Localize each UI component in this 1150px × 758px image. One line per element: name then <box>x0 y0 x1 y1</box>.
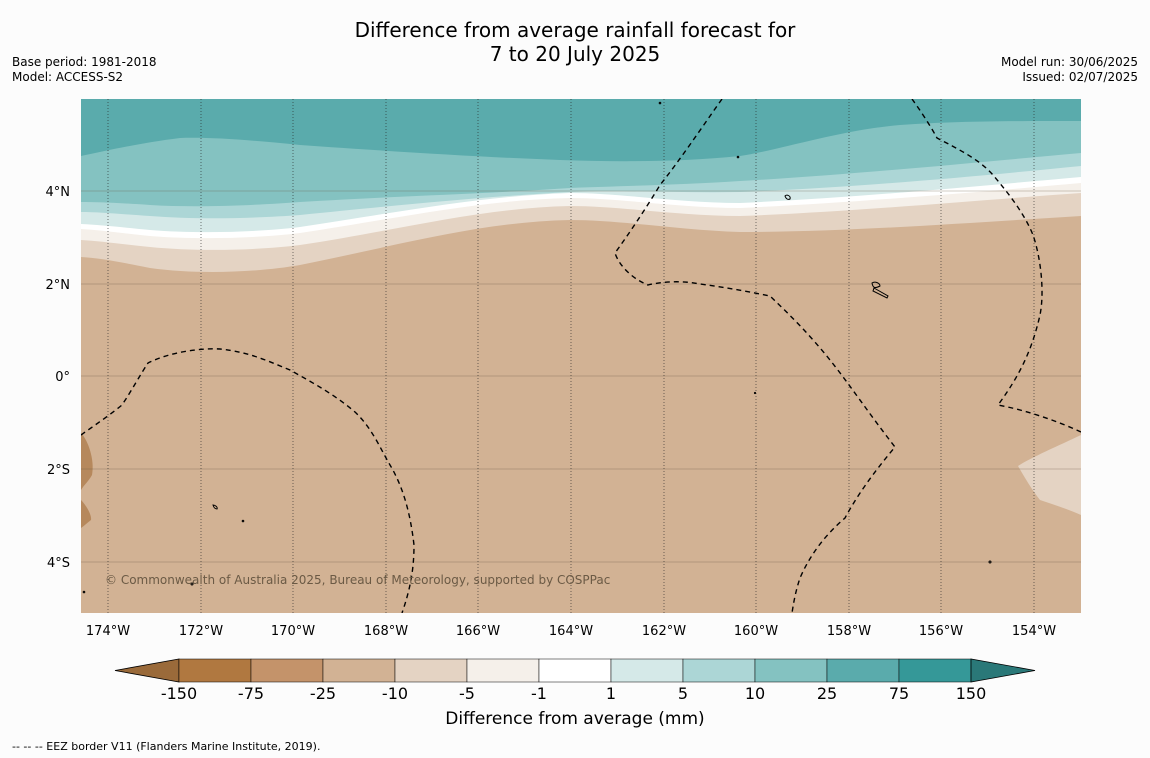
patch-west-1 <box>81 433 93 490</box>
model-run: Model run: 30/06/2025 <box>1000 55 1138 69</box>
model-name: Model: ACCESS-S2 <box>12 70 124 84</box>
patch-west-2 <box>81 500 92 528</box>
lat-label: 4°N <box>46 185 71 200</box>
lon-label: 172°W <box>179 624 223 639</box>
colorbar-tick: -25 <box>310 684 336 703</box>
meta-left: Base period: 1981-2018 Model: ACCESS-S2 <box>12 55 157 85</box>
lat-gridlines <box>81 190 1081 563</box>
colorbar-tick: 5 <box>678 684 688 703</box>
lat-label: 2°S <box>47 463 70 478</box>
colorbar-tick: 10 <box>745 684 765 703</box>
lat-labels: 4°N 2°N 0° 2°S 4°S <box>46 185 71 571</box>
band-plus25 <box>81 99 1081 162</box>
rainfall-map: © Commonwealth of Australia 2025, Bureau… <box>81 99 1081 613</box>
eez-borders <box>81 99 1081 613</box>
lon-label: 174°W <box>86 624 130 639</box>
colorbar-segment <box>826 658 900 683</box>
colorbar-segment <box>754 658 828 683</box>
lon-label: 162°W <box>642 624 686 639</box>
colorbar-segment <box>394 658 468 683</box>
colorbar-tick: -75 <box>238 684 264 703</box>
colorbar-extend-high <box>970 658 1036 683</box>
lat-label: 4°S <box>47 556 70 571</box>
colorbar-segment <box>322 658 396 683</box>
lat-label: 0° <box>55 370 70 385</box>
colorbar-extend-low <box>114 658 180 683</box>
colorbar-tick: -5 <box>459 684 475 703</box>
map-title: Difference from average rainfall forecas… <box>0 18 1150 66</box>
meta-right: Model run: 30/06/2025 Issued: 02/07/2025 <box>1001 55 1138 85</box>
lon-label: 156°W <box>919 624 963 639</box>
title-line-2: 7 to 20 July 2025 <box>489 42 661 66</box>
lon-label: 168°W <box>364 624 408 639</box>
colorbar-tick: 25 <box>817 684 837 703</box>
lon-label: 160°W <box>734 624 778 639</box>
colorbar-segment <box>898 658 972 683</box>
colorbar <box>114 658 1036 683</box>
colorbar-segment <box>466 658 540 683</box>
colorbar-segment <box>682 658 756 683</box>
lon-label: 170°W <box>271 624 315 639</box>
lon-label: 154°W <box>1012 624 1056 639</box>
colorbar-label: Difference from average (mm) <box>445 709 705 729</box>
colorbar-segment <box>610 658 684 683</box>
lon-label: 166°W <box>456 624 500 639</box>
eez-footnote: -- -- -- EEZ border V11 (Flanders Marine… <box>12 740 321 753</box>
colorbar-tick: 1 <box>606 684 616 703</box>
title-line-1: Difference from average rainfall forecas… <box>354 18 796 42</box>
colorbar-tick: 75 <box>889 684 909 703</box>
patch-east <box>1018 435 1081 515</box>
issued-date: Issued: 02/07/2025 <box>1022 70 1138 84</box>
colorbar-tick: -150 <box>161 684 197 703</box>
colorbar-segment <box>250 658 324 683</box>
lon-label: 164°W <box>549 624 593 639</box>
lon-label: 158°W <box>827 624 871 639</box>
islands <box>82 101 992 594</box>
colorbar-tick: 150 <box>956 684 987 703</box>
copyright-notice: © Commonwealth of Australia 2025, Bureau… <box>105 573 610 587</box>
base-period: Base period: 1981-2018 <box>12 55 157 69</box>
colorbar-tick: -10 <box>382 684 408 703</box>
colorbar-ticks: -150 -75 -25 -10 -5 -1 1 5 10 25 75 150 <box>161 684 986 703</box>
lon-labels: 174°W 172°W 170°W 168°W 166°W 164°W 162°… <box>86 624 1056 639</box>
lat-label: 2°N <box>46 278 71 293</box>
colorbar-tick: -1 <box>531 684 547 703</box>
colorbar-segment <box>538 658 612 683</box>
colorbar-segment <box>178 658 252 683</box>
